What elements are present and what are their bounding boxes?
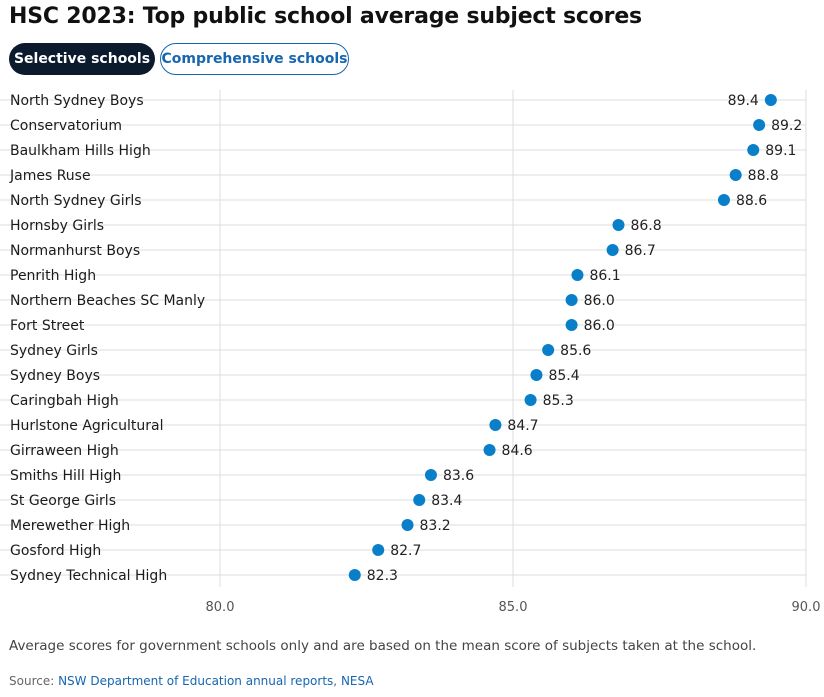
source-prefix: Source: xyxy=(9,674,59,688)
chart-caption: Average scores for government schools on… xyxy=(9,638,757,654)
category-label: Northern Beaches SC Manly xyxy=(10,293,205,309)
data-point xyxy=(542,344,555,356)
data-point xyxy=(565,294,578,306)
category-label: Conservatorium xyxy=(10,118,122,134)
data-label: 86.0 xyxy=(584,293,615,309)
data-point xyxy=(717,194,730,206)
category-label: Sydney Boys xyxy=(10,368,100,384)
data-point xyxy=(530,369,543,381)
data-point xyxy=(571,269,584,281)
data-label: 82.7 xyxy=(390,543,421,559)
category-label: Normanhurst Boys xyxy=(10,243,140,259)
data-label: 89.2 xyxy=(771,118,802,134)
data-label: 89.4 xyxy=(728,93,759,109)
data-label: 86.7 xyxy=(625,243,656,259)
source-link-nesa[interactable]: NESA xyxy=(340,674,374,688)
data-label: 84.6 xyxy=(502,443,533,459)
source-separator: , xyxy=(333,674,341,688)
category-label: Hurlstone Agricultural xyxy=(10,418,164,434)
data-label: 83.6 xyxy=(443,468,474,484)
data-point xyxy=(372,544,385,556)
category-label: Baulkham Hills High xyxy=(10,143,151,159)
data-point xyxy=(424,469,437,481)
x-tick-label: 90.0 xyxy=(792,600,821,615)
x-tick-label: 85.0 xyxy=(499,600,528,615)
category-label: Sydney Girls xyxy=(10,343,98,359)
data-point xyxy=(489,419,502,431)
x-tick-label: 80.0 xyxy=(206,600,235,615)
category-label: Gosford High xyxy=(10,543,101,559)
category-label: St George Girls xyxy=(10,493,116,509)
data-label: 85.3 xyxy=(543,393,574,409)
data-point xyxy=(753,119,766,131)
tab-comprehensive-schools[interactable]: Comprehensive schools xyxy=(160,43,349,75)
data-label: 83.2 xyxy=(420,518,451,534)
data-label: 82.3 xyxy=(367,568,398,584)
category-label: North Sydney Girls xyxy=(10,193,142,209)
category-label: Smiths Hill High xyxy=(10,468,121,484)
data-point xyxy=(348,569,361,581)
data-label: 89.1 xyxy=(765,143,796,159)
data-point xyxy=(401,519,414,531)
dot-plot-chart: 80.0 85.0 90.0 North Sydney Boys 89.4 Conserv… xyxy=(0,90,821,615)
data-point xyxy=(729,169,742,181)
data-label: 83.4 xyxy=(431,493,462,509)
category-label: Penrith High xyxy=(10,268,96,284)
data-point xyxy=(413,494,426,506)
category-label: Merewether High xyxy=(10,518,130,534)
data-point xyxy=(524,394,537,406)
data-point xyxy=(606,244,619,256)
category-label: Hornsby Girls xyxy=(10,218,104,234)
source-link-nsw-education[interactable]: NSW Department of Education annual repor… xyxy=(58,674,334,688)
category-label: Fort Street xyxy=(10,318,85,334)
source-line: Source: NSW Department of Education annu… xyxy=(9,674,374,688)
category-label: Girraween High xyxy=(10,443,119,459)
chart-title: HSC 2023: Top public school average subj… xyxy=(9,4,642,29)
data-label: 85.6 xyxy=(560,343,591,359)
category-label: James Ruse xyxy=(9,168,91,184)
data-label: 88.6 xyxy=(736,193,767,209)
category-label: Caringbah High xyxy=(10,393,119,409)
data-point xyxy=(565,319,578,331)
category-label: North Sydney Boys xyxy=(10,93,144,109)
data-label: 84.7 xyxy=(507,418,538,434)
data-point xyxy=(483,444,496,456)
category-label: Sydney Technical High xyxy=(10,568,167,584)
data-point xyxy=(747,144,760,156)
data-point xyxy=(764,94,777,106)
data-label: 88.8 xyxy=(748,168,779,184)
data-label: 85.4 xyxy=(548,368,579,384)
data-label: 86.1 xyxy=(589,268,620,284)
data-label: 86.0 xyxy=(584,318,615,334)
data-label: 86.8 xyxy=(630,218,661,234)
data-point xyxy=(612,219,625,231)
tab-selective-schools[interactable]: Selective schools xyxy=(9,43,155,75)
